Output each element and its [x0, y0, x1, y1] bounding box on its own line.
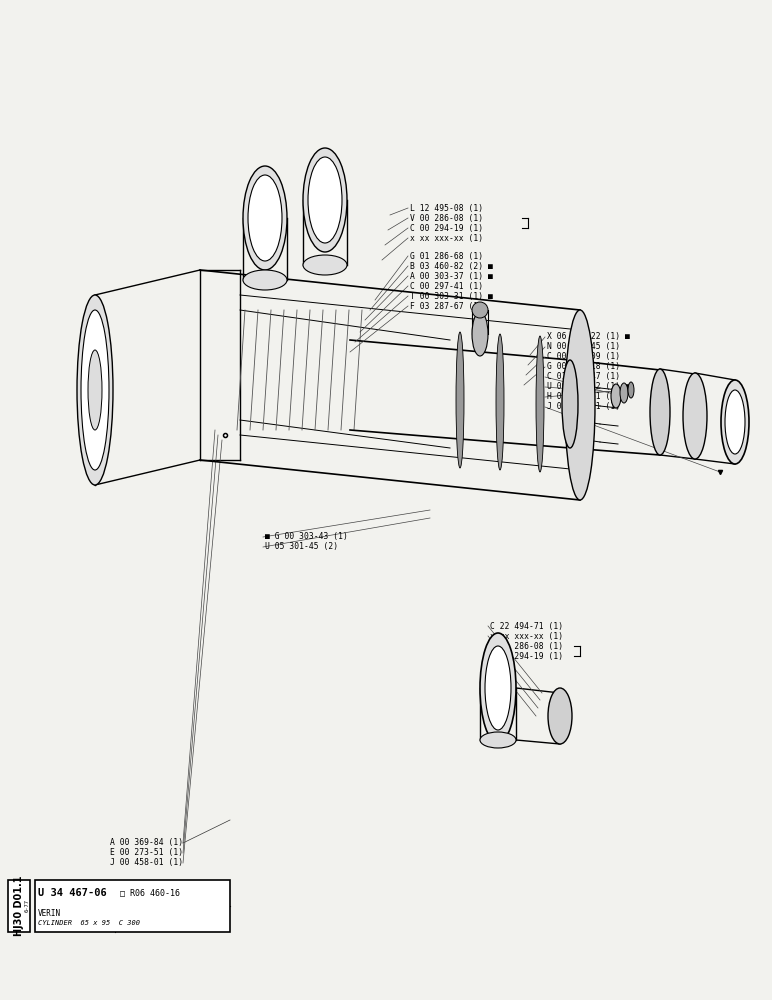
Text: 6-77: 6-77 — [25, 900, 29, 912]
Text: U 34 467-06: U 34 467-06 — [38, 888, 107, 898]
Text: x xx xxx-xx (1): x xx xxx-xx (1) — [490, 632, 563, 641]
Ellipse shape — [565, 310, 595, 500]
Text: □ R06 460-16: □ R06 460-16 — [120, 888, 180, 898]
Ellipse shape — [725, 390, 745, 454]
Ellipse shape — [548, 688, 572, 744]
Ellipse shape — [620, 383, 628, 403]
Ellipse shape — [88, 350, 102, 430]
Ellipse shape — [81, 310, 109, 470]
Text: CYLINDER  65 x 95  C 300: CYLINDER 65 x 95 C 300 — [38, 920, 140, 926]
Text: C 00 294-19 (1): C 00 294-19 (1) — [490, 652, 563, 660]
Text: U 05 301-45 (2): U 05 301-45 (2) — [265, 542, 338, 552]
Ellipse shape — [611, 384, 621, 408]
Text: H 02 345-61 (1): H 02 345-61 (1) — [547, 392, 620, 401]
Ellipse shape — [485, 646, 511, 730]
Text: V 00 286-08 (1): V 00 286-08 (1) — [490, 642, 563, 650]
Ellipse shape — [77, 295, 113, 485]
Text: A 00 303-37 (1) ■: A 00 303-37 (1) ■ — [410, 271, 493, 280]
Ellipse shape — [480, 633, 516, 743]
Text: x xx xxx-xx (1): x xx xxx-xx (1) — [410, 233, 483, 242]
Ellipse shape — [628, 382, 634, 398]
Text: A 00 369-84 (1): A 00 369-84 (1) — [110, 838, 183, 848]
Text: F 03 287-67 (1): F 03 287-67 (1) — [410, 302, 483, 310]
Ellipse shape — [303, 148, 347, 252]
Text: G 00 329-18 (1): G 00 329-18 (1) — [547, 362, 620, 371]
Ellipse shape — [248, 175, 282, 261]
Text: J 00 458-01 (1): J 00 458-01 (1) — [547, 402, 620, 412]
Ellipse shape — [472, 312, 488, 356]
Ellipse shape — [650, 369, 670, 455]
Text: C 00 294-19 (1): C 00 294-19 (1) — [410, 224, 483, 232]
Text: G 01 286-68 (1): G 01 286-68 (1) — [410, 251, 483, 260]
Ellipse shape — [472, 302, 488, 318]
Text: C 00 347-09 (1): C 00 347-09 (1) — [547, 353, 620, 361]
Ellipse shape — [480, 732, 516, 748]
Text: C 22 494-71 (1): C 22 494-71 (1) — [490, 621, 563, 631]
Text: U 00 486-52 (1) ■: U 00 486-52 (1) ■ — [547, 382, 630, 391]
Text: J 00 458-01 (1): J 00 458-01 (1) — [110, 858, 183, 867]
Ellipse shape — [496, 334, 504, 470]
Text: HJ30 D01.1: HJ30 D01.1 — [14, 876, 24, 936]
Ellipse shape — [308, 157, 342, 243]
Ellipse shape — [456, 332, 464, 468]
Text: N 00 453-45 (1): N 00 453-45 (1) — [547, 342, 620, 352]
Text: B 03 460-82 (2) ■: B 03 460-82 (2) ■ — [410, 261, 493, 270]
Bar — [35, 880, 230, 932]
Text: V 00 286-08 (1): V 00 286-08 (1) — [410, 214, 483, 223]
Text: T 00 303-31 (1) ■: T 00 303-31 (1) ■ — [410, 292, 493, 300]
Ellipse shape — [683, 373, 707, 459]
Ellipse shape — [303, 255, 347, 275]
Text: C 00 297-41 (1): C 00 297-41 (1) — [410, 282, 483, 290]
Ellipse shape — [536, 336, 544, 472]
Text: C 01 291-47 (1): C 01 291-47 (1) — [547, 372, 620, 381]
Text: L 12 495-08 (1): L 12 495-08 (1) — [410, 204, 483, 213]
Text: VERIN: VERIN — [38, 909, 61, 918]
Ellipse shape — [243, 270, 287, 290]
Text: E 00 273-51 (1): E 00 273-51 (1) — [110, 848, 183, 857]
Text: X 06 460-22 (1) ■: X 06 460-22 (1) ■ — [547, 332, 630, 342]
Ellipse shape — [243, 166, 287, 270]
Ellipse shape — [721, 380, 749, 464]
Bar — [8, 880, 30, 932]
Ellipse shape — [562, 360, 578, 448]
Text: ■ G 00 303-43 (1): ■ G 00 303-43 (1) — [265, 532, 348, 542]
